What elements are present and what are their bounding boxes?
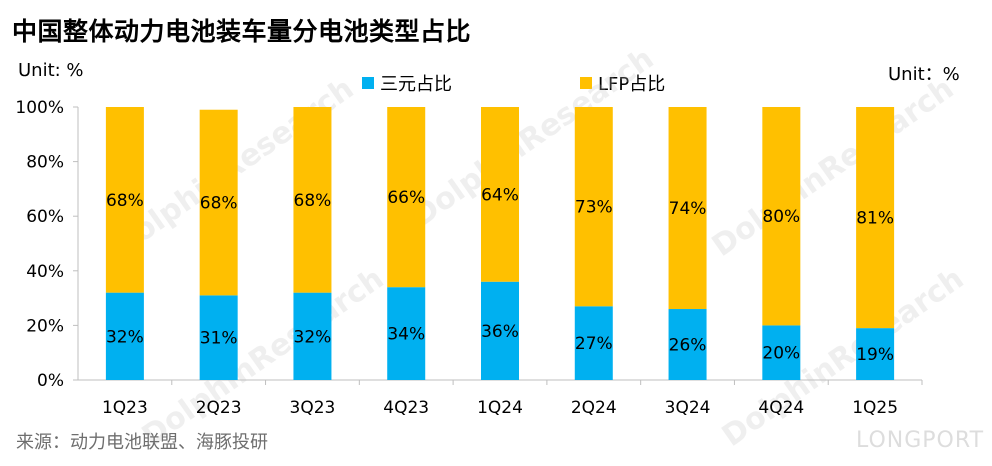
data-label-ncm: 31% bbox=[200, 329, 238, 349]
data-label-ncm: 27% bbox=[575, 334, 613, 354]
legend-label-ncm: 三元占比 bbox=[380, 74, 452, 95]
y-tick-label: 100% bbox=[15, 98, 64, 118]
legend-item-ncm: 三元占比 bbox=[362, 70, 452, 96]
bar-segment-ncm bbox=[387, 287, 426, 380]
source-note: 来源：动力电池联盟、海豚投研 bbox=[16, 432, 268, 453]
data-label-lfp: 80% bbox=[762, 207, 800, 227]
x-tick-label: 4Q24 bbox=[758, 398, 804, 418]
legend-item-lfp: LFP占比 bbox=[580, 70, 665, 96]
bar-segment-ncm bbox=[668, 309, 707, 380]
legend-label-lfp: LFP占比 bbox=[598, 74, 666, 95]
data-label-lfp: 73% bbox=[575, 198, 613, 218]
data-label-ncm: 32% bbox=[294, 327, 332, 347]
legend-swatch-lfp bbox=[580, 77, 592, 89]
data-label-lfp: 68% bbox=[200, 194, 238, 214]
data-label-lfp: 66% bbox=[387, 188, 425, 208]
bar-segment-lfp bbox=[856, 107, 895, 329]
unit-label-left: Unit: % bbox=[18, 60, 84, 81]
legend-swatch-ncm bbox=[362, 77, 374, 89]
y-tick-label: 0% bbox=[37, 371, 64, 391]
bar-segment-lfp bbox=[199, 109, 238, 296]
x-tick-label: 2Q24 bbox=[571, 398, 617, 418]
bar-segment-lfp bbox=[574, 107, 613, 307]
x-tick-label: 1Q25 bbox=[852, 398, 898, 418]
x-tick-label: 1Q24 bbox=[477, 398, 523, 418]
x-tick-label: 4Q23 bbox=[383, 398, 429, 418]
data-label-lfp: 81% bbox=[856, 209, 894, 229]
x-tick-label: 3Q24 bbox=[665, 398, 711, 418]
x-tick-label: 3Q23 bbox=[290, 398, 336, 418]
axes: 0% 20% 40% 60% 80% 100% 1Q23 2Q23 3Q23 4Q23 1Q24 2Q… bbox=[15, 98, 923, 418]
bar-segment-lfp bbox=[387, 107, 426, 288]
x-tick-label: 2Q23 bbox=[196, 398, 242, 418]
bar-segment-ncm bbox=[199, 295, 238, 380]
data-label-ncm: 32% bbox=[106, 327, 144, 347]
bar-segment-ncm bbox=[762, 325, 801, 380]
bar-segment-ncm bbox=[856, 328, 895, 380]
y-tick-label: 20% bbox=[26, 316, 64, 336]
bar-segment-ncm bbox=[481, 281, 519, 380]
data-label-lfp: 64% bbox=[481, 185, 519, 205]
bar-segment-ncm bbox=[293, 292, 332, 380]
bar-segment-lfp bbox=[105, 107, 144, 293]
data-label-lfp: 74% bbox=[669, 199, 707, 219]
bar-segment-lfp bbox=[481, 107, 519, 282]
data-label-ncm: 34% bbox=[387, 325, 425, 345]
y-tick-label: 80% bbox=[26, 153, 64, 173]
bar-segment-ncm bbox=[574, 306, 613, 380]
data-label-ncm: 36% bbox=[481, 322, 519, 342]
watermark-brand: LONGPORT bbox=[856, 428, 985, 453]
x-tick-label: 1Q23 bbox=[102, 398, 148, 418]
y-tick-label: 60% bbox=[26, 207, 64, 227]
data-label-ncm: 20% bbox=[762, 344, 800, 364]
bar-segment-lfp bbox=[293, 107, 332, 293]
data-label-lfp: 68% bbox=[106, 191, 144, 211]
bar-segment-lfp bbox=[668, 107, 707, 310]
data-label-ncm: 26% bbox=[669, 336, 707, 356]
data-label-ncm: 19% bbox=[856, 345, 894, 365]
unit-label-right: Unit：% bbox=[888, 64, 960, 85]
data-labels: 32% 68% 31% 68% 32% 68% 34% 66% 36% 64% 27% 73% 26% 7… bbox=[106, 185, 894, 365]
data-label-lfp: 68% bbox=[294, 191, 332, 211]
bar-segment-ncm bbox=[105, 292, 144, 380]
bars bbox=[105, 107, 895, 380]
y-tick-label: 40% bbox=[26, 262, 64, 282]
bar-segment-lfp bbox=[762, 107, 801, 326]
chart-title: 中国整体动力电池装车量分电池类型占比 bbox=[12, 17, 472, 46]
